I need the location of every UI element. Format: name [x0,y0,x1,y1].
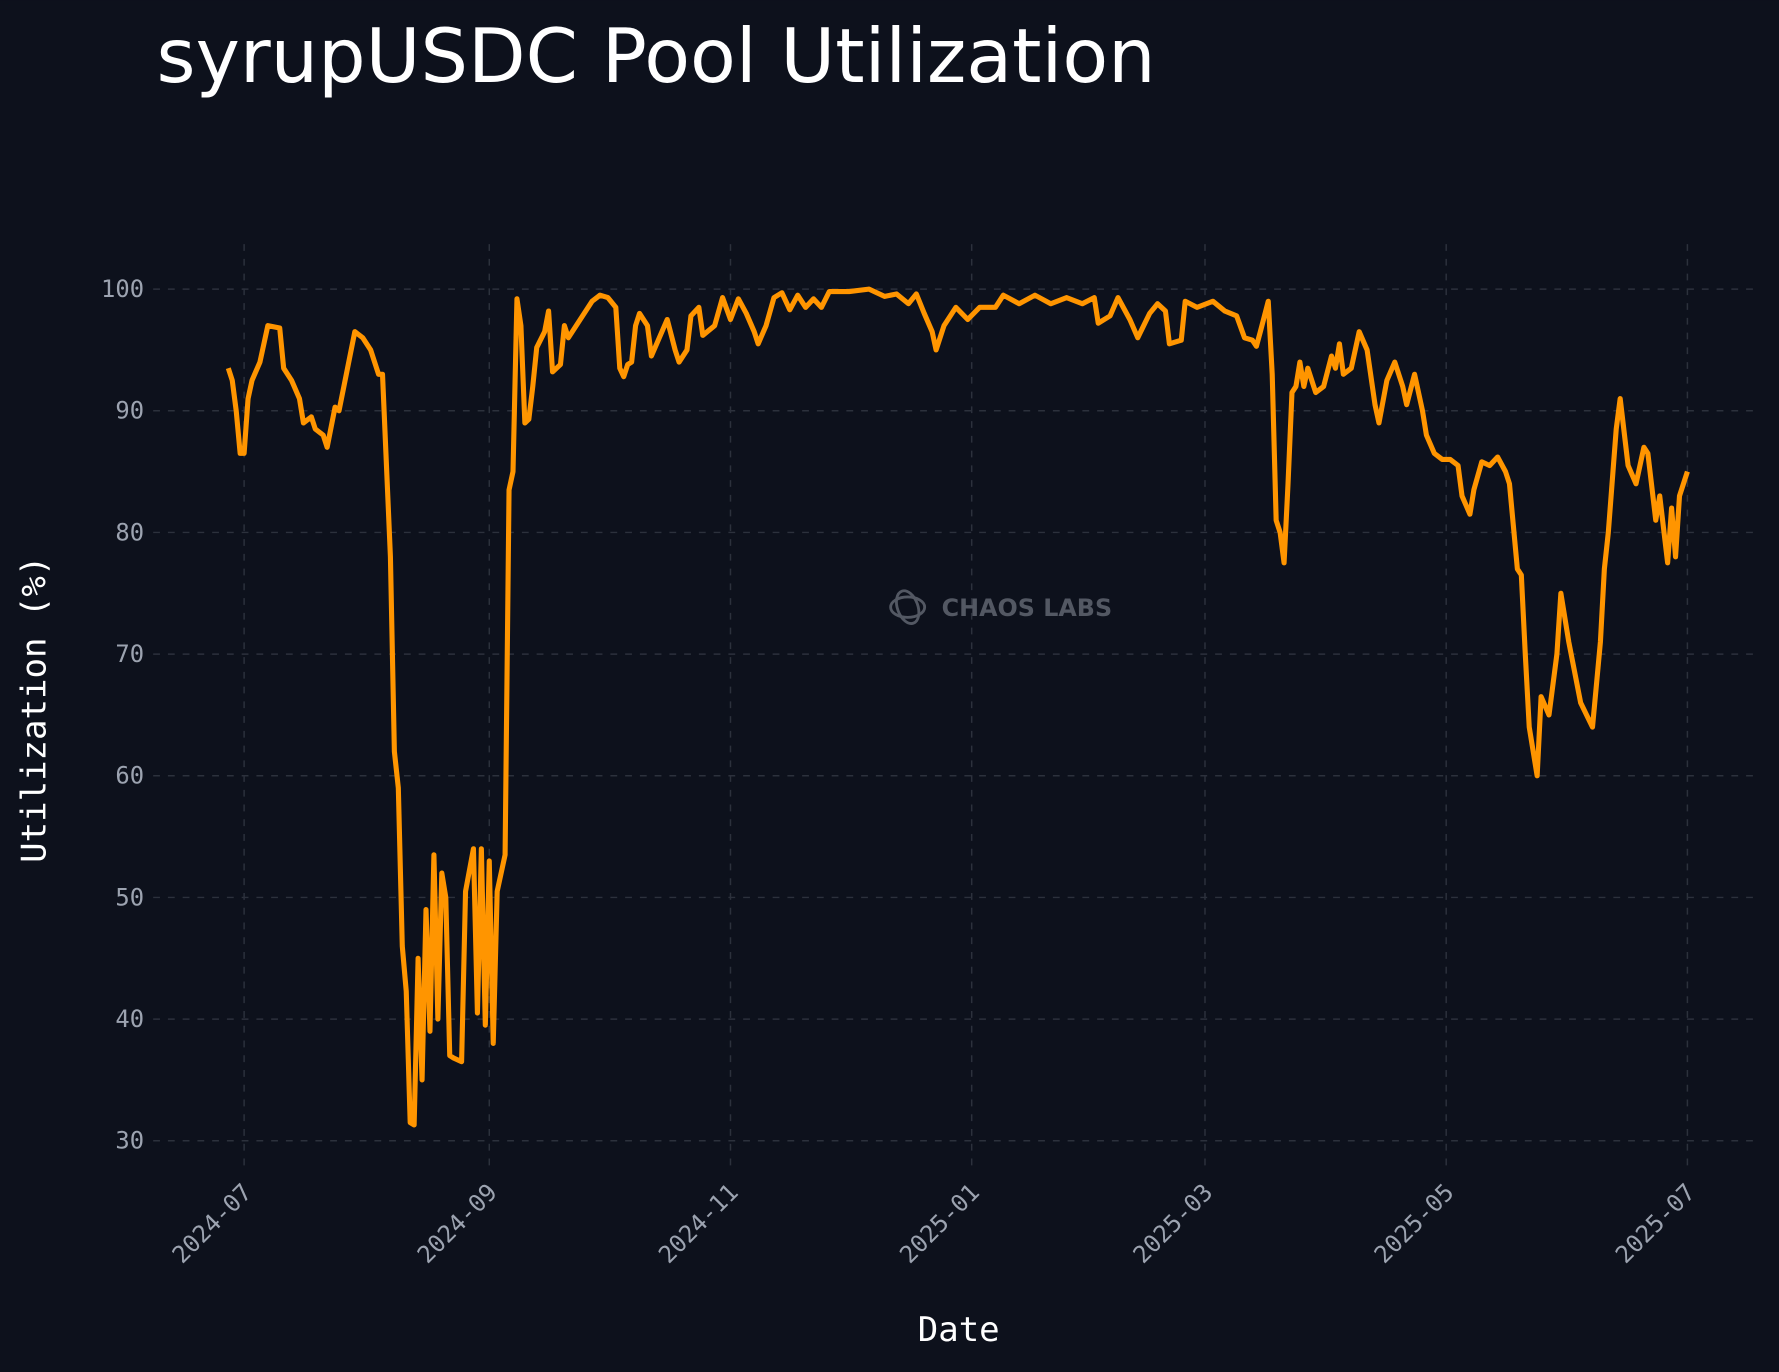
watermark: CHAOS LABS [889,589,1112,625]
y-tick-label: 70 [115,640,144,668]
y-axis-label: Utilization (%) [14,556,54,863]
data-line [225,286,1690,1128]
y-tick-label: 50 [115,883,144,911]
y-tick-label: 30 [115,1127,144,1155]
y-tick-label: 60 [115,762,144,790]
y-tick-label: 80 [115,518,144,546]
x-axis-label: Date [918,1310,1000,1350]
watermark-text: CHAOS LABS [942,594,1112,622]
y-tick-label: 90 [115,397,144,425]
y-tick-label: 40 [115,1005,144,1033]
chart-title: syrupUSDC Pool Utilization [157,12,1156,100]
y-tick-label: 100 [101,275,144,303]
